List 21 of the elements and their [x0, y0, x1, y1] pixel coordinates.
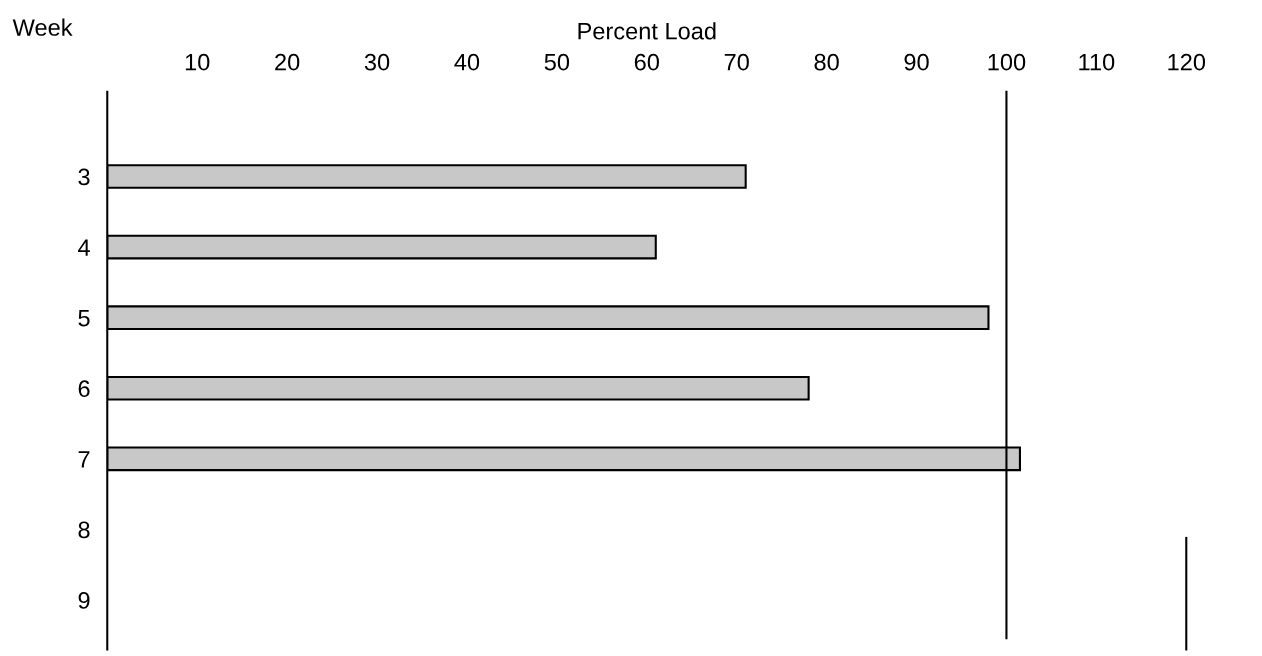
- x-tick-label: 60: [634, 53, 659, 71]
- y-tick-label: 3: [78, 168, 90, 186]
- x-tick-label: 20: [275, 53, 300, 71]
- x-tick-label: 100: [988, 53, 1026, 71]
- y-axis-title: Week: [12, 18, 73, 36]
- x-axis-title: Percent Load: [578, 22, 716, 40]
- x-tick-label: 80: [814, 53, 839, 71]
- y-tick-label: 4: [78, 239, 90, 256]
- y-tick-label: 6: [78, 380, 90, 398]
- x-tick-label: 120: [1168, 53, 1206, 71]
- x-tick-label: 30: [364, 53, 390, 71]
- y-tick-label: 9: [78, 592, 90, 609]
- y-tick-label: 5: [78, 310, 90, 327]
- y-tick-label: 7: [78, 451, 90, 468]
- x-tick-label: 70: [724, 53, 749, 71]
- x-tick-label: 110: [1079, 53, 1115, 71]
- x-tick-label: 10: [185, 53, 210, 71]
- y-tick-label: 8: [78, 521, 90, 539]
- x-tick-label: 90: [904, 53, 929, 71]
- x-tick-label: 40: [454, 53, 480, 71]
- x-tick-label: 50: [544, 53, 570, 71]
